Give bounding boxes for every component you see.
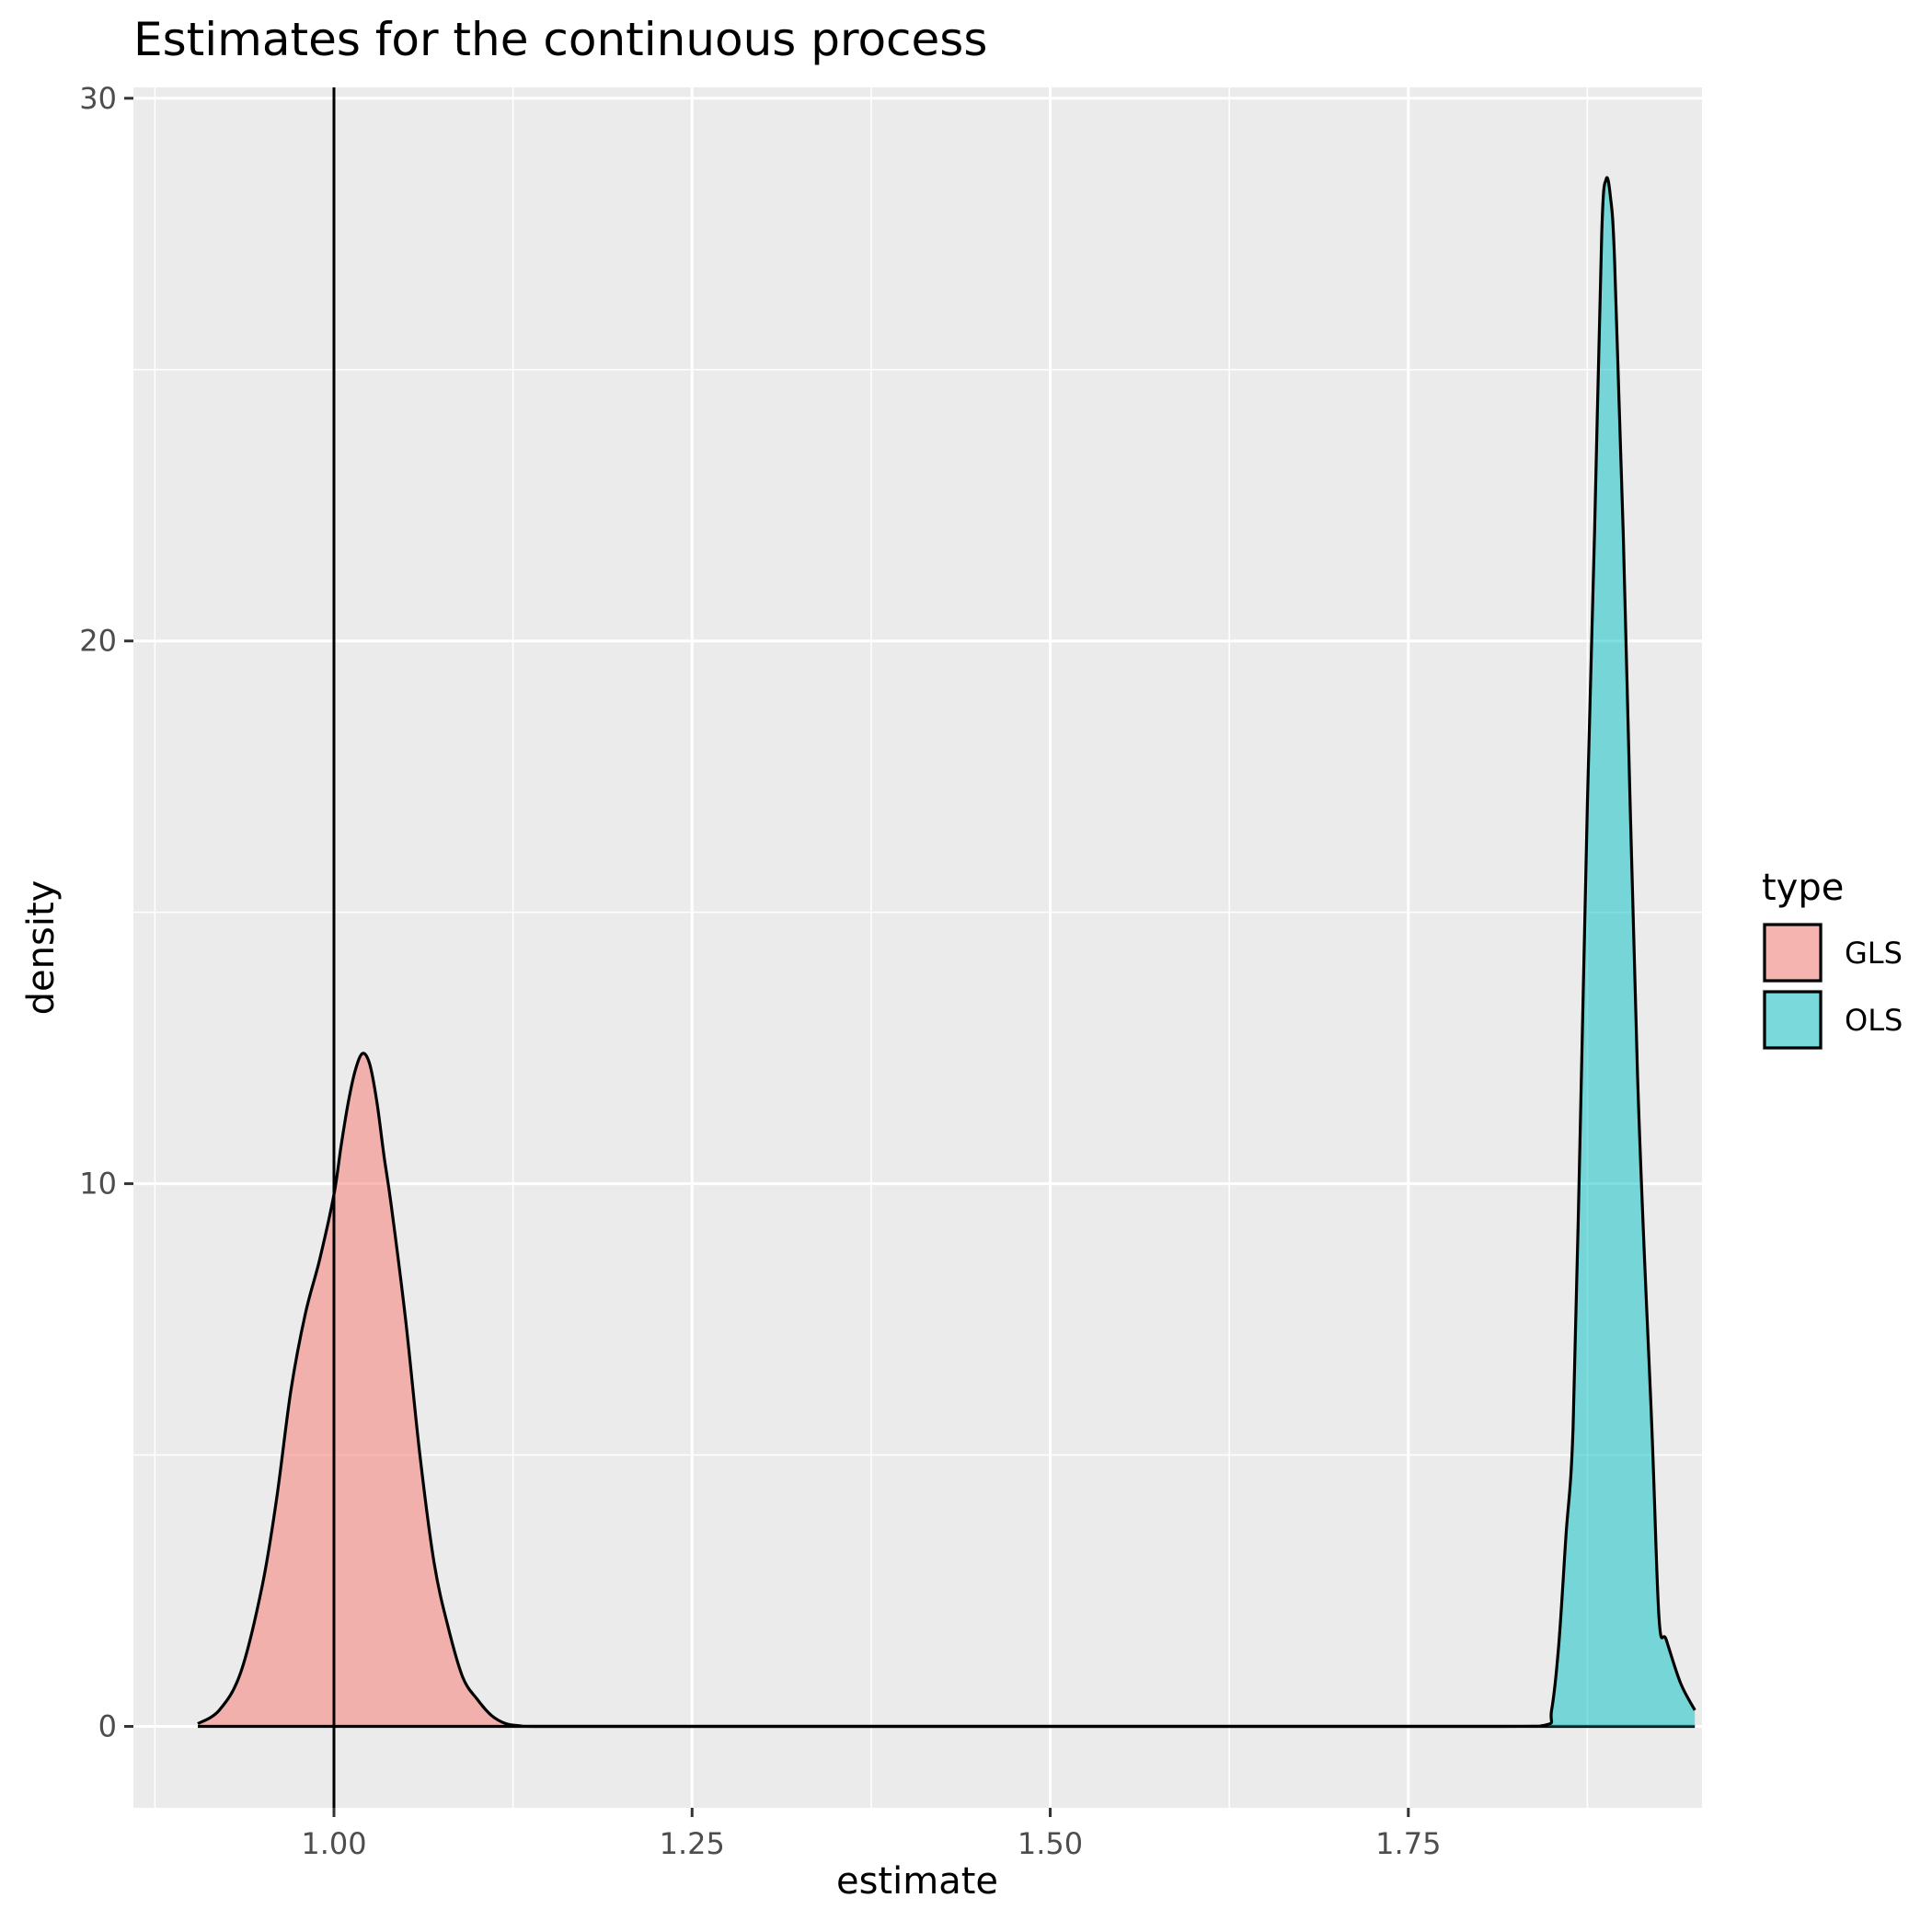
x-tick-label: 1.50	[1018, 1826, 1083, 1861]
density-outline-ols	[198, 176, 1696, 1729]
legend-title: type	[1762, 867, 1844, 909]
density-areas	[197, 176, 1696, 1729]
x-tick-label: 1.00	[301, 1826, 366, 1861]
legend: type GLS OLS	[1762, 867, 1903, 1051]
legend-label-gls: GLS	[1845, 936, 1903, 971]
x-tick-label: 1.25	[660, 1826, 725, 1861]
y-tick-label: 20	[79, 624, 117, 659]
density-area-gls	[198, 1052, 1696, 1727]
y-axis-title: density	[20, 880, 63, 1016]
x-tick-label: 1.75	[1375, 1826, 1441, 1861]
y-tick-label: 0	[98, 1709, 117, 1744]
y-axis: 0 10 20 30	[79, 81, 133, 1744]
y-tick-label: 10	[79, 1167, 117, 1202]
x-axis-title: estimate	[836, 1860, 998, 1903]
legend-key-ols	[1763, 990, 1823, 1050]
grid-minor-group	[133, 87, 1702, 1808]
chart-title: Estimates for the continuous process	[133, 13, 987, 66]
legend-label-ols: OLS	[1845, 1003, 1903, 1038]
y-tick-label: 30	[79, 81, 117, 116]
x-axis: 1.00 1.25 1.50 1.75	[301, 1808, 1441, 1861]
legend-key-gls	[1763, 923, 1823, 983]
